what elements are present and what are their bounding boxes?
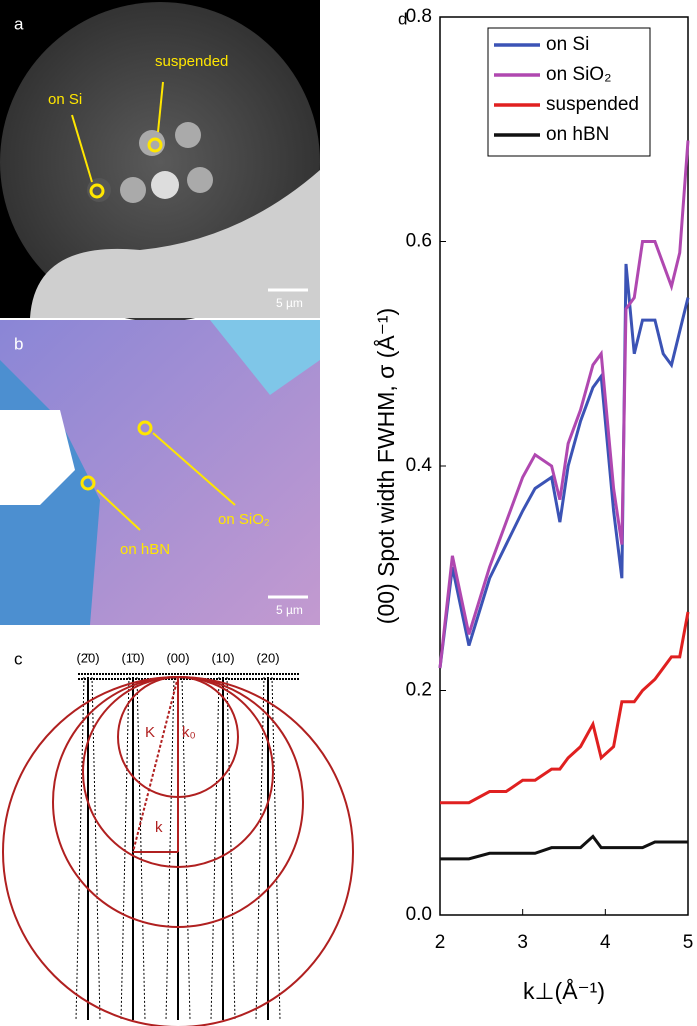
legend-label: on hBN — [546, 124, 609, 145]
vector-label: k₀ — [182, 724, 196, 741]
image-a-bright — [30, 170, 320, 318]
legend-label: on Si — [546, 34, 589, 55]
rod-edge — [136, 676, 146, 1021]
panel-label: d — [398, 9, 407, 28]
x-tick-label: 2 — [435, 932, 446, 953]
arrow — [152, 432, 236, 506]
x-tick-label: 4 — [600, 932, 611, 953]
arrow — [71, 114, 93, 183]
y-axis-label: (00) Spot width FWHM, σ (Å⁻¹) — [372, 308, 399, 624]
y-tick-label: 0.6 — [406, 231, 432, 252]
rod-label: (2̄0) — [76, 650, 99, 665]
rod-label: (20) — [256, 650, 279, 665]
vector-label: k — [155, 819, 163, 836]
y-tick-label: 0.0 — [406, 904, 432, 925]
rod-edge — [165, 676, 175, 1021]
rod-edge — [91, 676, 101, 1021]
x-tick-label: 5 — [683, 932, 694, 953]
flake — [210, 320, 320, 395]
x-tick-label: 3 — [517, 932, 528, 953]
vector — [132, 676, 179, 853]
rod-edge — [255, 676, 265, 1021]
annotation: on SiO₂ — [218, 511, 270, 528]
marker — [89, 183, 105, 199]
annotation: on Si — [48, 91, 82, 108]
scale-label: 5 µm — [276, 603, 303, 617]
y-tick-label: 0.2 — [406, 680, 432, 701]
rod-label: (10) — [211, 650, 234, 665]
marker — [137, 420, 153, 436]
series-line — [440, 611, 690, 805]
arrow — [96, 489, 141, 531]
series-line — [440, 834, 688, 861]
scale-label: 5 µm — [276, 296, 303, 310]
rod-label: (00) — [166, 650, 189, 665]
panel-label: b — [14, 334, 23, 353]
legend-label: suspended — [546, 94, 639, 115]
marker — [80, 475, 96, 491]
arrow — [157, 81, 164, 133]
rod-edge — [181, 676, 191, 1021]
rod-edge — [75, 676, 85, 1021]
annotation: suspended — [155, 53, 228, 70]
rod-edge — [226, 676, 236, 1021]
series-line — [438, 140, 690, 669]
holes — [87, 122, 213, 203]
annotation: on hBN — [120, 541, 170, 558]
bulk — [0, 410, 75, 505]
rod-edge — [120, 676, 130, 1021]
vector-label: K — [145, 724, 155, 741]
panel-label: c — [14, 649, 23, 668]
rod-edge — [210, 676, 220, 1021]
marker — [147, 137, 163, 153]
rod-edge — [271, 676, 281, 1021]
y-tick-label: 0.4 — [406, 455, 433, 476]
x-axis-label: k⊥(Å⁻¹) — [523, 977, 605, 1004]
panel-label: a — [14, 14, 24, 33]
rod-label: (1̄0) — [121, 650, 144, 665]
y-tick-label: 0.8 — [406, 6, 432, 27]
legend-label: on SiO₂ — [546, 64, 611, 85]
series-line — [438, 263, 690, 669]
